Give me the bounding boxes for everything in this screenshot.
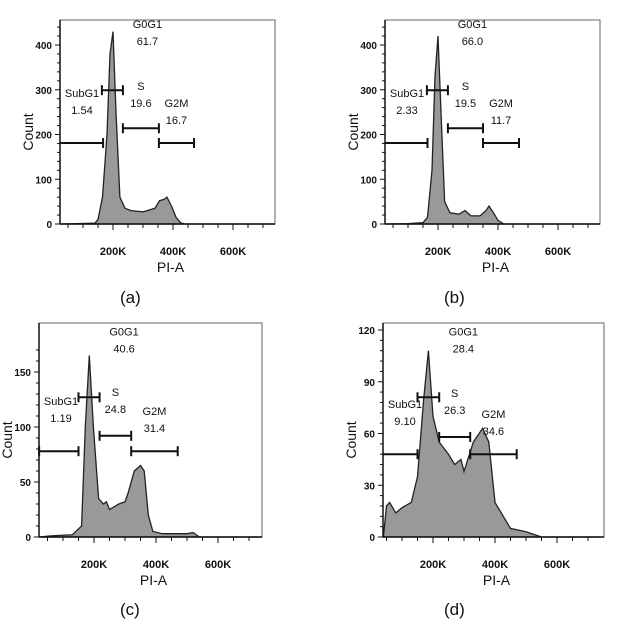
y-tick-label: 120	[358, 326, 375, 337]
histogram-area	[382, 350, 601, 538]
gate-g2m-name: G2M	[143, 406, 167, 418]
panel-label-d: (d)	[444, 600, 465, 619]
gate-subg1-name: SubG1	[390, 88, 424, 100]
gate-g0g1-name: G0G1	[109, 326, 138, 338]
x-tick-label: 600K	[205, 559, 231, 571]
gate-g0g1-name: G0G1	[449, 326, 478, 338]
panel-label-a: (a)	[120, 288, 141, 307]
y-axis-label: Count	[343, 421, 359, 458]
gate-subg1-name: SubG1	[65, 88, 99, 100]
y-tick-label: 100	[14, 423, 31, 434]
histogram-area	[384, 35, 600, 225]
y-tick-label: 90	[364, 378, 376, 389]
x-axis-label: PI-A	[483, 572, 511, 588]
y-tick-label: 0	[25, 533, 31, 544]
y-tick-label: 100	[35, 175, 52, 186]
gate-s-percent: 26.3	[444, 405, 465, 417]
gate-g0g1-percent: 40.6	[113, 343, 134, 355]
y-axis-label: Count	[0, 421, 15, 458]
y-tick-label: 50	[20, 478, 32, 489]
gate-g2m-percent: 16.7	[166, 115, 187, 127]
gate-g0g1-percent: 61.7	[137, 36, 158, 48]
y-tick-label: 0	[46, 220, 52, 231]
gate-s-percent: 24.8	[105, 404, 126, 416]
gate-g2m-percent: 31.4	[144, 423, 165, 435]
gate-s-name: S	[451, 388, 458, 400]
x-tick-label: 400K	[485, 246, 511, 258]
x-axis-label: PI-A	[140, 572, 168, 588]
x-axis-label: PI-A	[157, 259, 185, 275]
panel-label-c: (c)	[120, 600, 140, 619]
y-tick-label: 200	[360, 131, 377, 142]
y-tick-label: 200	[35, 131, 52, 142]
gate-g2m-name: G2M	[489, 98, 513, 110]
histogram-area	[59, 31, 275, 225]
gate-s-percent: 19.6	[130, 98, 151, 110]
gate-subg1-percent: 2.33	[396, 105, 417, 117]
x-tick-label: 400K	[143, 559, 169, 571]
y-tick-label: 60	[364, 430, 376, 441]
x-tick-label: 200K	[420, 559, 446, 571]
x-axis-label: PI-A	[482, 259, 510, 275]
gate-g0g1-percent: 66.0	[462, 36, 483, 48]
y-tick-label: 0	[371, 220, 377, 231]
histogram-area	[39, 355, 262, 538]
gate-g0g1-percent: 28.4	[453, 343, 474, 355]
y-tick-label: 150	[14, 368, 31, 379]
x-tick-label: 200K	[425, 246, 451, 258]
x-tick-label: 200K	[81, 559, 107, 571]
gate-s-percent: 19.5	[455, 98, 476, 110]
y-tick-label: 0	[369, 533, 375, 544]
gate-s-name: S	[462, 81, 469, 93]
y-tick-label: 400	[360, 41, 377, 52]
x-tick-label: 600K	[544, 559, 570, 571]
gate-s-name: S	[137, 81, 144, 93]
y-tick-label: 300	[35, 86, 52, 97]
gate-subg1-name: SubG1	[44, 396, 78, 408]
x-tick-label: 600K	[545, 246, 571, 258]
gate-g2m-name: G2M	[482, 409, 506, 421]
gate-g2m-percent: 34.6	[483, 426, 504, 438]
y-tick-label: 100	[360, 175, 377, 186]
gate-g2m-percent: 11.7	[491, 115, 512, 127]
gate-g2m-name: G2M	[165, 98, 189, 110]
gate-subg1-percent: 1.19	[50, 413, 71, 425]
gate-subg1-name: SubG1	[388, 399, 422, 411]
x-tick-label: 200K	[100, 246, 126, 258]
panel-label-b: (b)	[444, 288, 465, 307]
y-axis-label: Count	[20, 113, 36, 150]
gate-g0g1-name: G0G1	[133, 19, 162, 31]
gate-subg1-percent: 1.54	[71, 105, 92, 117]
gate-subg1-percent: 9.10	[394, 416, 415, 428]
y-axis-label: Count	[345, 113, 361, 150]
x-tick-label: 400K	[482, 559, 508, 571]
y-tick-label: 400	[35, 41, 52, 52]
x-tick-label: 600K	[220, 246, 246, 258]
gate-g0g1-name: G0G1	[458, 19, 487, 31]
gate-s-name: S	[112, 387, 119, 399]
y-tick-label: 300	[360, 86, 377, 97]
y-tick-label: 30	[364, 481, 376, 492]
x-tick-label: 400K	[160, 246, 186, 258]
